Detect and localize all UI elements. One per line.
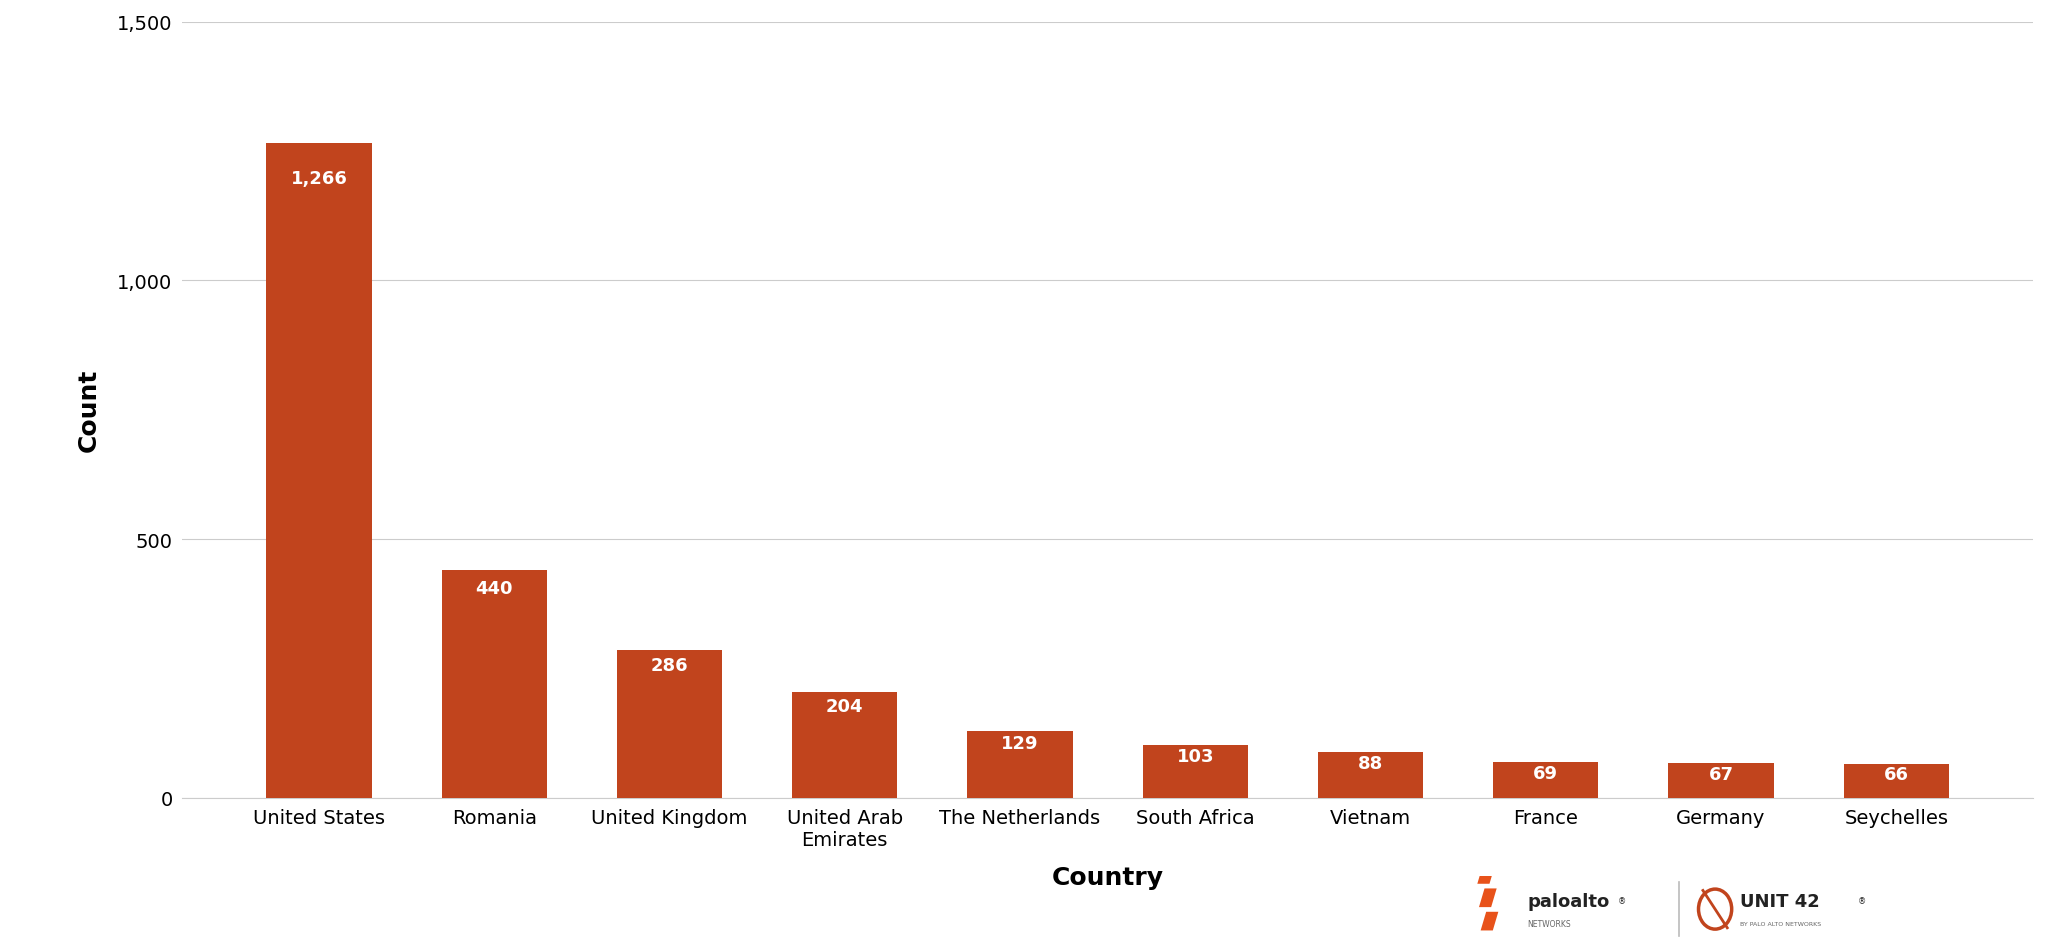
Text: 129: 129 xyxy=(1001,734,1038,752)
Bar xyxy=(1319,753,1423,798)
Bar xyxy=(1843,764,1950,798)
Bar xyxy=(1669,764,1774,798)
Text: 67: 67 xyxy=(1708,764,1733,783)
Text: 88: 88 xyxy=(1358,754,1382,772)
Text: 204: 204 xyxy=(825,697,864,715)
Polygon shape xyxy=(1481,912,1499,930)
Text: 69: 69 xyxy=(1534,764,1559,782)
Text: ®: ® xyxy=(1618,897,1626,905)
Text: UNIT 42: UNIT 42 xyxy=(1741,892,1821,910)
Bar xyxy=(442,570,547,798)
Bar xyxy=(1143,744,1247,798)
Text: 440: 440 xyxy=(475,580,514,598)
Text: NETWORKS: NETWORKS xyxy=(1528,920,1571,928)
Y-axis label: Count: Count xyxy=(76,368,100,452)
Polygon shape xyxy=(1479,888,1497,907)
Text: 286: 286 xyxy=(651,656,688,674)
Text: paloalto: paloalto xyxy=(1528,892,1610,910)
Bar xyxy=(266,144,371,798)
Text: 103: 103 xyxy=(1176,747,1214,765)
Bar xyxy=(967,731,1073,798)
Bar xyxy=(1493,763,1597,798)
Text: ®: ® xyxy=(1858,897,1866,905)
X-axis label: Country: Country xyxy=(1053,865,1163,889)
Bar xyxy=(793,693,897,798)
Polygon shape xyxy=(1477,865,1495,883)
Text: 66: 66 xyxy=(1884,765,1909,783)
Text: BY PALO ALTO NETWORKS: BY PALO ALTO NETWORKS xyxy=(1741,922,1821,926)
Text: 1,266: 1,266 xyxy=(291,169,348,188)
Bar xyxy=(616,650,723,798)
